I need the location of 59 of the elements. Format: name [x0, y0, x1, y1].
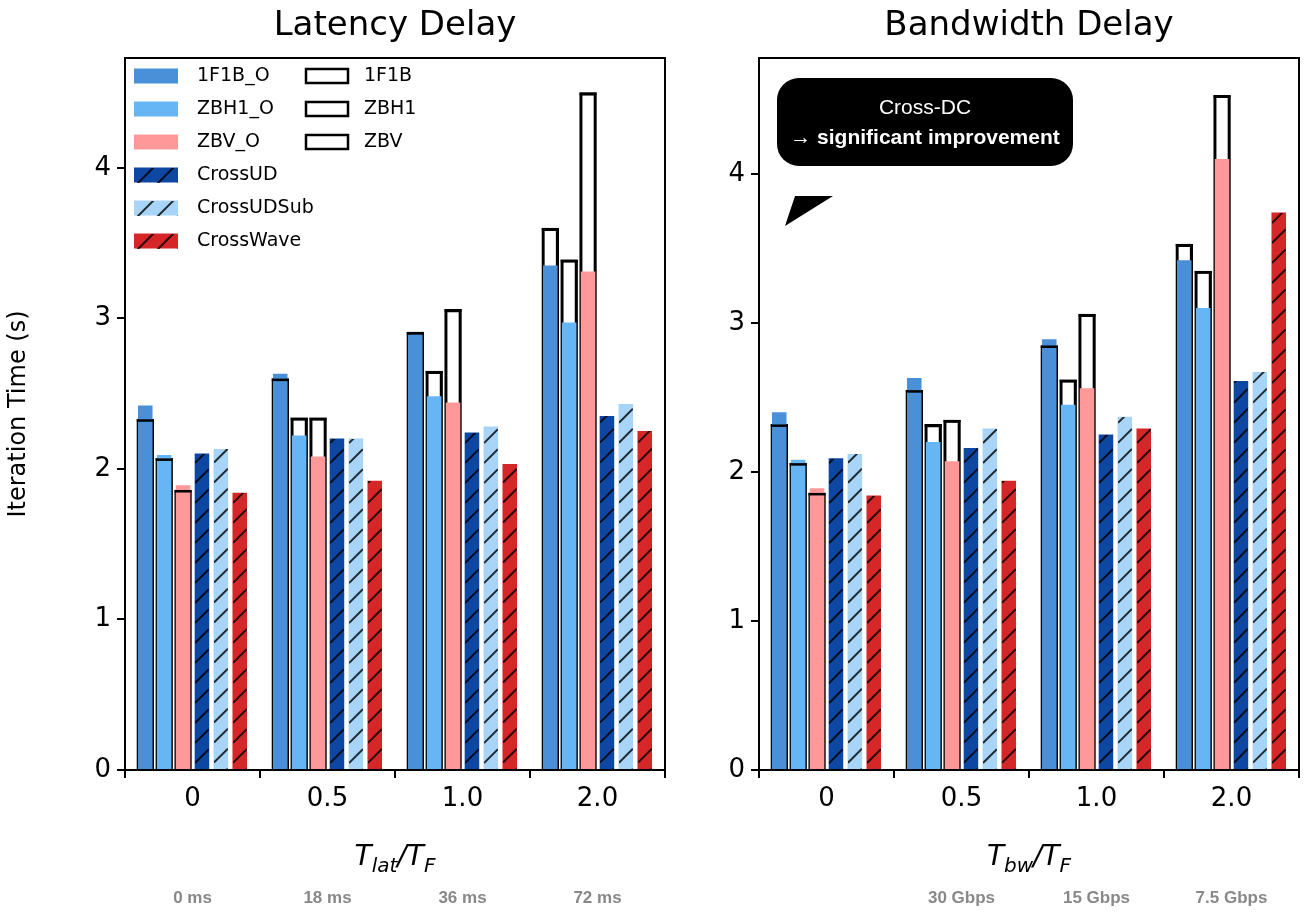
x-tick-label: 0 — [184, 782, 201, 813]
bar — [925, 441, 941, 770]
x-tick-label: 0.5 — [940, 782, 983, 813]
bar — [944, 461, 960, 770]
chart-title: Bandwidth Delay — [884, 2, 1174, 43]
x-tick-label: 1.0 — [441, 782, 484, 813]
legend-label: ZBV_O — [197, 128, 260, 152]
text: 18 ms — [303, 887, 352, 907]
bar — [580, 271, 596, 770]
bar — [1214, 158, 1230, 770]
text: 72 ms — [573, 887, 622, 907]
text: 7.5 Gbps — [1195, 887, 1268, 907]
annotation: → significant improvement — [789, 124, 1061, 150]
text: 0 ms — [173, 887, 212, 907]
bar — [310, 456, 326, 770]
y-tick-label: 0 — [728, 752, 745, 783]
speech-bubble: Cross-DC → significant improvement — [777, 78, 1073, 166]
x-tick-label: 1.0 — [1075, 782, 1118, 813]
y-tick-label: 1 — [94, 602, 111, 633]
y-tick-label: 3 — [728, 305, 745, 336]
bar — [426, 396, 442, 770]
bar — [1079, 388, 1095, 770]
bar — [1176, 260, 1192, 770]
x-tick-label: 2.0 — [1210, 782, 1253, 813]
legend-label: ZBH1 — [364, 95, 417, 118]
x-tick-label: 2.0 — [576, 782, 619, 813]
y-tick-label: 4 — [94, 150, 111, 181]
text: 36 ms — [438, 887, 487, 907]
y-tick-label: 2 — [728, 454, 745, 485]
y-tick-label: 3 — [94, 301, 111, 332]
legend-label: CrossWave — [197, 227, 302, 250]
bar — [1041, 339, 1057, 770]
legend-label: CrossUD — [197, 161, 278, 184]
bar — [1060, 404, 1076, 770]
bar — [1195, 307, 1211, 770]
bar — [542, 265, 558, 770]
x-tick-label: 0 — [818, 782, 835, 813]
bar — [561, 322, 577, 770]
legend-label: CrossUDSub — [197, 194, 314, 217]
y-tick-label: 2 — [94, 451, 111, 482]
bar — [906, 377, 922, 770]
bar — [137, 405, 153, 770]
chart-title: Latency Delay — [273, 2, 517, 43]
y-tick-label: 4 — [728, 156, 745, 187]
legend-label: ZBH1_O — [197, 95, 274, 119]
bar — [771, 412, 787, 770]
legend-label: ZBV — [364, 128, 403, 151]
y-tick-label: 1 — [728, 603, 745, 634]
text: 15 Gbps — [1062, 887, 1131, 907]
annotation: Cross-DC — [877, 94, 973, 120]
text: 30 Gbps — [927, 887, 996, 907]
legend-label: 1F1B_O — [197, 62, 270, 86]
y-tick-label: 0 — [94, 752, 111, 783]
x-tick-label: 0.5 — [306, 782, 349, 813]
legend-label: 1F1B — [364, 62, 413, 85]
y-axis-title: Iteration Time (s) — [2, 310, 31, 518]
bar — [291, 435, 307, 770]
bar — [445, 402, 461, 770]
bar — [272, 373, 288, 770]
